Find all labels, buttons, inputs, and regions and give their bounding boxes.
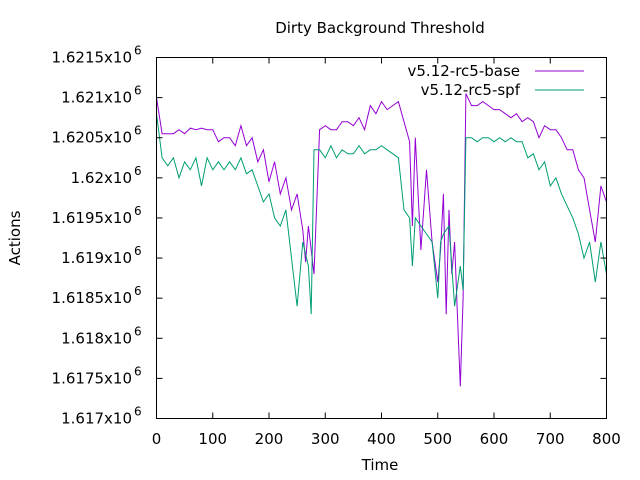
y-tick-label-exponent: 6	[134, 364, 142, 378]
x-tick-label: 300	[311, 430, 340, 448]
y-tick-label-exponent: 6	[134, 204, 142, 218]
chart-title: Dirty Background Threshold	[275, 19, 485, 37]
y-tick-label: 1.6195x10	[52, 209, 132, 227]
y-tick-label-exponent: 6	[134, 164, 142, 178]
plot-border	[156, 57, 607, 419]
x-axis-label: Time	[361, 456, 399, 474]
y-tick-label: 1.619x10	[61, 249, 132, 267]
y-tick-label: 1.6185x10	[52, 289, 132, 307]
legend-label: v5.12-rc5-spf	[421, 81, 521, 99]
y-tick-label-exponent: 6	[134, 324, 142, 338]
legend-label: v5.12-rc5-base	[408, 62, 521, 80]
x-tick-label: 400	[367, 430, 396, 448]
y-axis-label: Actions	[6, 210, 24, 265]
y-tick-label: 1.6175x10	[52, 369, 132, 387]
x-tick-label: 600	[480, 430, 509, 448]
y-tick-label-exponent: 6	[134, 84, 142, 98]
y-tick-label-exponent: 6	[134, 124, 142, 138]
y-tick-label-exponent: 6	[134, 405, 142, 419]
x-tick-label: 100	[198, 430, 227, 448]
y-axis: 1.617x10 61.6175x10 61.618x10 61.6185x10 61.…	[52, 44, 607, 428]
y-tick-label: 1.6205x10	[52, 129, 132, 147]
x-tick-label: 800	[592, 430, 621, 448]
y-tick-label: 1.62x10	[71, 169, 132, 187]
series-line-v5.12-rc5-base	[156, 93, 607, 387]
x-tick-label: 200	[255, 430, 284, 448]
plot-lines	[156, 93, 607, 387]
y-tick-label-exponent: 6	[134, 44, 142, 58]
y-tick-label: 1.618x10	[61, 329, 132, 347]
y-tick-label: 1.621x10	[61, 89, 132, 107]
x-axis: 0 100 200 300 400 500 600 700 800	[152, 57, 621, 448]
y-tick-label: 1.617x10	[61, 410, 132, 428]
y-tick-label-exponent: 6	[134, 284, 142, 298]
x-tick-label: 0	[152, 430, 162, 448]
x-tick-label: 500	[423, 430, 452, 448]
x-tick-label: 700	[536, 430, 565, 448]
y-tick-label-exponent: 6	[134, 244, 142, 258]
y-tick-label: 1.6215x10	[52, 49, 132, 67]
series-line-v5.12-rc5-spf	[156, 113, 607, 315]
